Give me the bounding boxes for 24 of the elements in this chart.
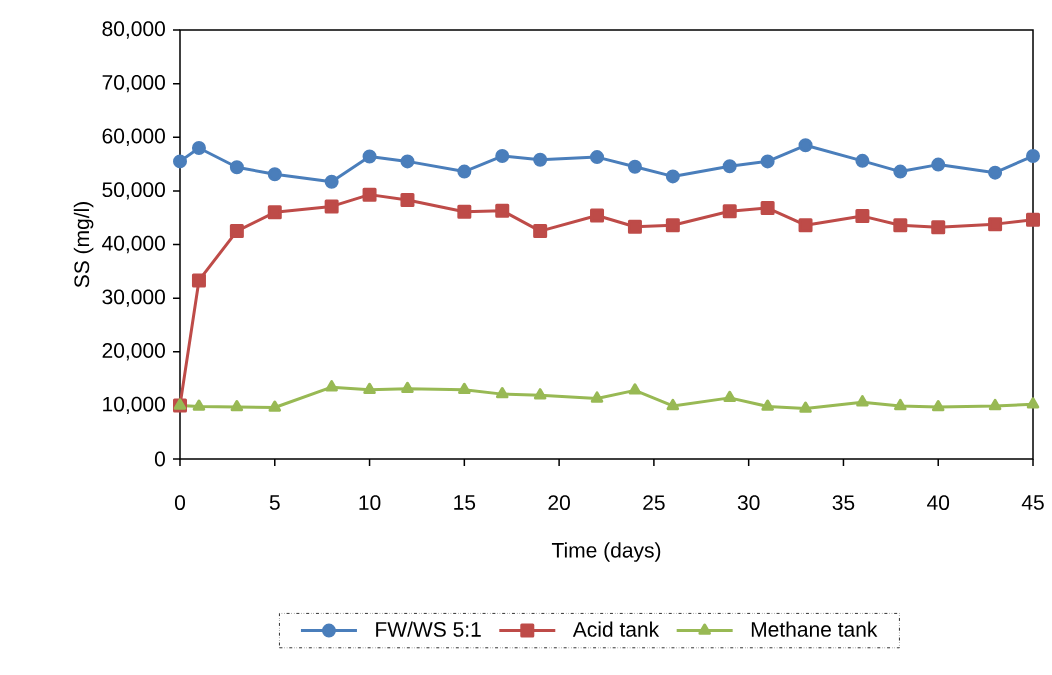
x-tick-label: 40 [927, 495, 950, 511]
y-tick-label: 20,000 [102, 343, 165, 361]
x-tick-label: 30 [737, 495, 760, 511]
y-tick-label: 0 [154, 451, 165, 467]
x-tick-label: 15 [454, 495, 476, 510]
y-tick-label: 40,000 [102, 235, 165, 254]
x-tick-label: 20 [548, 495, 570, 511]
legend-label: FW/WS 5:1 [376, 621, 481, 637]
y-tick-label: 30,000 [102, 289, 165, 307]
x-tick-label: 5 [269, 495, 280, 510]
x-tick-label: 45 [1021, 495, 1044, 510]
y-tick-label: 50,000 [102, 182, 165, 200]
x-axis-title: Time (days) [551, 542, 661, 562]
x-tick-label: 0 [174, 495, 186, 511]
y-tick-label: 70,000 [102, 74, 165, 93]
y-axis-title: SS (mg/l) [73, 202, 94, 288]
x-tick-label: 10 [359, 495, 381, 511]
legend-label: Acid tank [572, 621, 660, 637]
x-tick-label: 25 [643, 495, 665, 511]
y-tick-label: 60,000 [102, 128, 165, 146]
y-tick-label: 10,000 [103, 396, 165, 415]
legend-label: Methane tank [751, 621, 878, 637]
x-tick-label: 35 [832, 495, 855, 511]
y-tick-label: 80,000 [102, 21, 165, 39]
